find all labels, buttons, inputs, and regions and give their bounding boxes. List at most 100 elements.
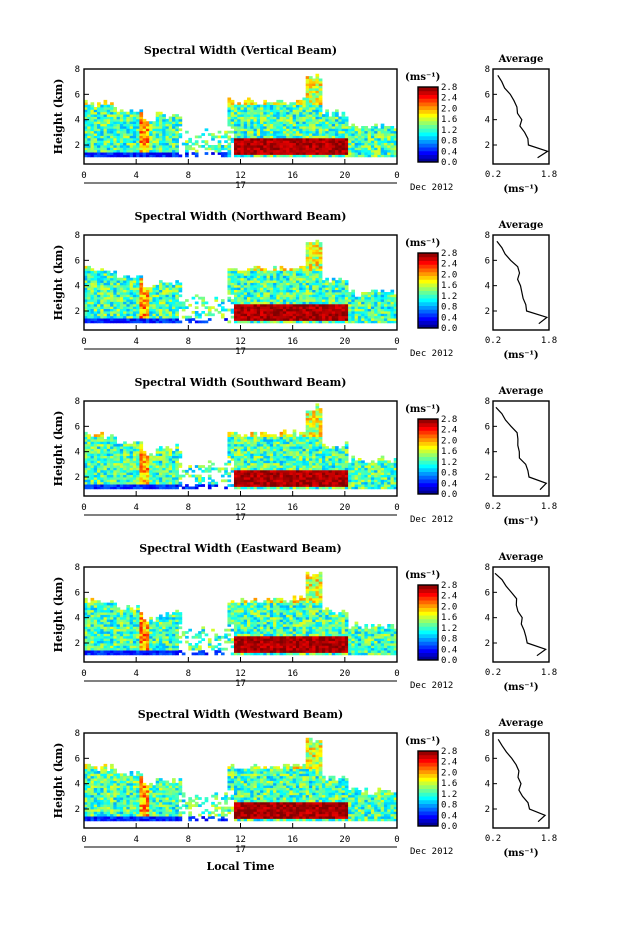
heatmap-cell (139, 458, 144, 461)
heatmap-cell (269, 109, 274, 113)
heatmap-cell (178, 477, 183, 480)
colorbar-swatch (418, 120, 438, 125)
heatmap-cell (87, 121, 91, 125)
heatmap-cell (243, 135, 248, 139)
heatmap-cell (335, 479, 339, 483)
heatmap-cell (247, 469, 251, 473)
heatmap-cell (165, 472, 170, 476)
heatmap-cell (145, 315, 150, 319)
heatmap-cell (338, 130, 342, 134)
heatmap-cell (152, 284, 157, 288)
heatmap-cell (119, 311, 124, 314)
heatmap-cell (377, 137, 382, 141)
heatmap-cell (93, 472, 98, 476)
heatmap-cell (240, 303, 245, 307)
heatmap-cell (84, 133, 88, 136)
heatmap-cell (240, 439, 245, 442)
heatmap-cell (155, 301, 160, 305)
heatmap-cell (286, 484, 290, 487)
heatmap-cell (276, 296, 281, 300)
heatmap-cell (331, 455, 336, 459)
heatmap-cell (276, 453, 281, 457)
heatmap-cell (390, 299, 395, 302)
heatmap-cell (256, 109, 261, 113)
heatmap-cell (282, 282, 287, 286)
heatmap-cell (243, 446, 248, 449)
heatmap-cell (247, 458, 251, 461)
heatmap-cell (227, 446, 232, 449)
heatmap-cell (194, 313, 199, 317)
heatmap-cell (276, 280, 281, 283)
heatmap-cell (123, 313, 127, 317)
heatmap-cell (318, 83, 323, 87)
heatmap-cell (263, 282, 267, 286)
heatmap-cell (168, 126, 173, 129)
heatmap-cell (260, 147, 264, 151)
heatmap-cell (240, 308, 245, 312)
heatmap-cell (361, 135, 365, 139)
heatmap-cell (178, 465, 183, 468)
colorbar-swatch (418, 268, 438, 273)
heatmap-cell (126, 467, 131, 471)
heatmap-cell (240, 467, 245, 471)
heatmap-cell (97, 130, 101, 134)
heatmap-cell (237, 455, 241, 459)
heatmap-cell (299, 137, 303, 141)
heatmap-cell (256, 313, 261, 317)
heatmap-cell (116, 287, 121, 291)
heatmap-cell (126, 145, 131, 148)
heatmap-cell (227, 280, 232, 283)
heatmap-cell (364, 137, 369, 141)
heatmap-cell (305, 128, 310, 132)
heatmap-cell (299, 318, 303, 321)
heatmap-cell (106, 460, 111, 464)
heatmap-cell (162, 462, 166, 466)
heatmap-cell (308, 242, 313, 245)
heatmap-cell (276, 313, 281, 317)
heatmap-cell (253, 462, 258, 466)
heatmap-cell (335, 137, 339, 141)
heatmap-cell (145, 467, 150, 471)
heatmap-cell (312, 85, 316, 89)
heatmap-cell (344, 280, 349, 283)
heatmap-cell (145, 292, 150, 295)
heatmap-cell (113, 289, 117, 293)
heatmap-cell (145, 303, 150, 307)
heatmap-cell (351, 149, 356, 153)
heatmap-cell (315, 296, 320, 300)
heatmap-cell (322, 289, 326, 293)
heatmap-cell (139, 443, 144, 447)
heatmap-cell (256, 311, 261, 314)
heatmap-cell (175, 296, 179, 300)
heatmap-cell (90, 486, 95, 490)
heatmap-cell (273, 472, 277, 476)
heatmap-cell (84, 472, 88, 476)
heatmap-cell (282, 450, 287, 454)
heatmap-cell (149, 481, 153, 485)
heatmap-cell (295, 287, 300, 291)
heatmap-cell (247, 479, 251, 483)
heatmap-cell (328, 128, 333, 132)
heatmap-cell (325, 453, 329, 457)
heatmap-cell (256, 443, 261, 447)
heatmap-cell (162, 114, 166, 117)
heatmap-cell (273, 318, 277, 321)
heatmap-cell (243, 434, 248, 438)
heatmap-cell (305, 434, 310, 438)
heatmap-cell (84, 455, 88, 459)
heatmap-cell (233, 436, 238, 440)
heatmap-cell (328, 147, 333, 151)
heatmap-cell (299, 273, 303, 276)
heatmap-cell (302, 311, 307, 314)
heatmap-cell (139, 154, 144, 158)
heatmap-cell (308, 458, 313, 461)
heatmap-cell (185, 140, 189, 144)
x-tick-label: 0 (81, 171, 86, 181)
heatmap-cell (250, 469, 254, 473)
heatmap-cell (253, 453, 258, 457)
heatmap-cell (168, 294, 173, 298)
heatmap-cell (142, 484, 147, 487)
heatmap-cell (126, 479, 131, 483)
heatmap-cell (335, 296, 339, 300)
heatmap-cell (282, 439, 287, 442)
